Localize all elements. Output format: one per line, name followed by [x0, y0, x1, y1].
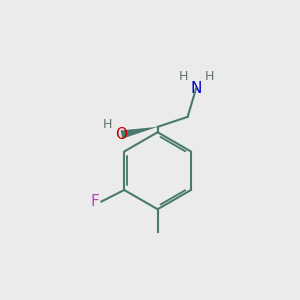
Text: O: O — [116, 127, 128, 142]
Text: H: H — [178, 70, 188, 83]
Text: F: F — [91, 194, 100, 209]
Text: H: H — [103, 118, 112, 131]
Text: H: H — [205, 70, 214, 83]
Text: N: N — [190, 81, 202, 96]
Polygon shape — [121, 127, 158, 139]
